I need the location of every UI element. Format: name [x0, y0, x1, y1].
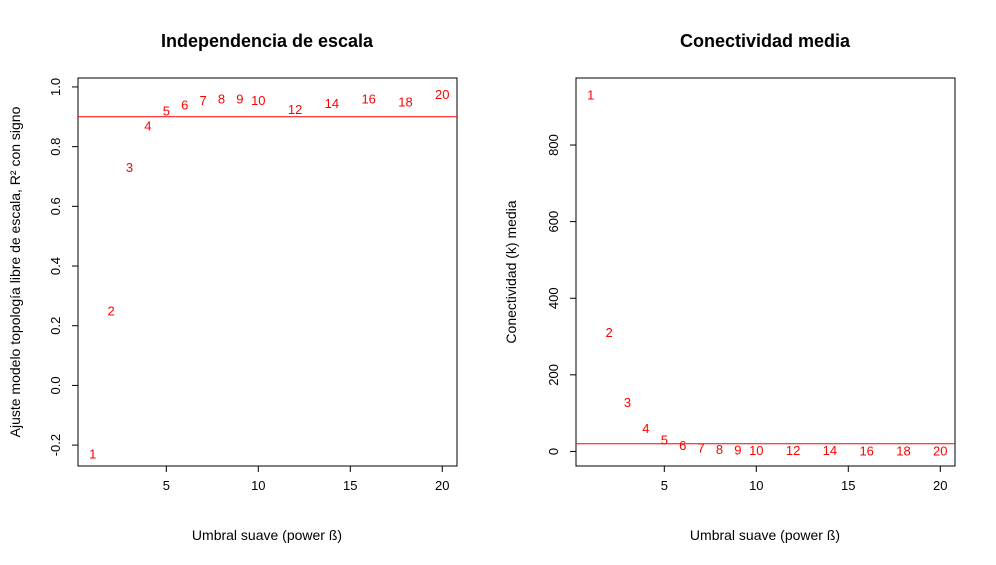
data-point-label: 10	[749, 443, 763, 458]
data-point-label: 14	[823, 443, 837, 458]
y-tick-label: 600	[546, 211, 561, 233]
scale-independence-panel: Independencia de escala 5 10 15 20-0.20.00.…	[7, 31, 458, 543]
data-point-label: 8	[218, 91, 225, 106]
data-point-label: 7	[697, 440, 704, 455]
data-point-label: 1	[89, 447, 96, 462]
data-point-label: 12	[786, 443, 800, 458]
data-point-label: 18	[896, 444, 910, 459]
y-tick-label: 0.8	[48, 138, 63, 156]
y-tick-label: 0.2	[48, 317, 63, 335]
mean-connectivity-panel: Conectividad media 5 10 15 200200400600800 …	[503, 31, 956, 543]
data-point-label: 4	[642, 421, 649, 436]
data-point-label: 1	[587, 88, 594, 103]
data-point-label: 8	[716, 442, 723, 457]
x-tick-label: 20	[933, 478, 947, 493]
y-tick-label: 0.4	[48, 257, 63, 275]
y-axis-title: Conectividad (k) media	[503, 200, 519, 343]
x-tick-label: 5	[661, 478, 668, 493]
x-tick-label: 10	[749, 478, 763, 493]
y-tick-label: 1.0	[48, 78, 63, 96]
x-tick-label: 10	[251, 478, 265, 493]
data-point-label: 14	[325, 96, 339, 111]
data-point-label: 7	[199, 93, 206, 108]
chart-title: Conectividad media	[680, 31, 851, 51]
x-axis-title: Umbral suave (power ß)	[192, 527, 342, 543]
y-tick-label: 0.0	[48, 376, 63, 394]
x-tick-label: 5	[163, 478, 170, 493]
data-point-label: 2	[605, 325, 612, 340]
data-point-label: 16	[361, 91, 375, 106]
data-point-label: 6	[679, 438, 686, 453]
y-tick-label: 0.6	[48, 197, 63, 215]
data-point-label: 5	[163, 103, 170, 118]
data-point-label: 20	[435, 87, 449, 102]
x-tick-label: 15	[343, 478, 357, 493]
data-point-label: 10	[251, 93, 265, 108]
y-tick-label: 400	[546, 287, 561, 309]
data-point-label: 3	[624, 395, 631, 410]
y-tick-label: 200	[546, 364, 561, 386]
y-tick-label: -0.2	[48, 434, 63, 456]
data-point-label: 5	[661, 432, 668, 447]
x-tick-label: 15	[841, 478, 855, 493]
axis-ticks: 5 10 15 20-0.20.00.20.40.60.81.0	[48, 78, 450, 493]
data-point-label: 12	[288, 102, 302, 117]
data-point-label: 18	[398, 94, 412, 109]
y-axis-title: Ajuste modelo topología libre de escala,…	[7, 106, 23, 437]
data-point-label: 20	[933, 444, 947, 459]
y-tick-label: 800	[546, 134, 561, 156]
data-point-label: 3	[126, 160, 133, 175]
plot-frame	[77, 77, 458, 467]
y-tick-label: 0	[546, 448, 561, 455]
x-axis-title: Umbral suave (power ß)	[690, 527, 840, 543]
data-point-label: 9	[734, 442, 741, 457]
chart-title: Independencia de escala	[161, 31, 374, 51]
data-point-label: 16	[859, 444, 873, 459]
data-point-label: 2	[107, 303, 114, 318]
data-point-label: 9	[236, 91, 243, 106]
plot-frame	[575, 77, 956, 467]
data-point-label: 6	[181, 97, 188, 112]
x-tick-label: 20	[435, 478, 449, 493]
data-point-label: 4	[144, 118, 151, 133]
